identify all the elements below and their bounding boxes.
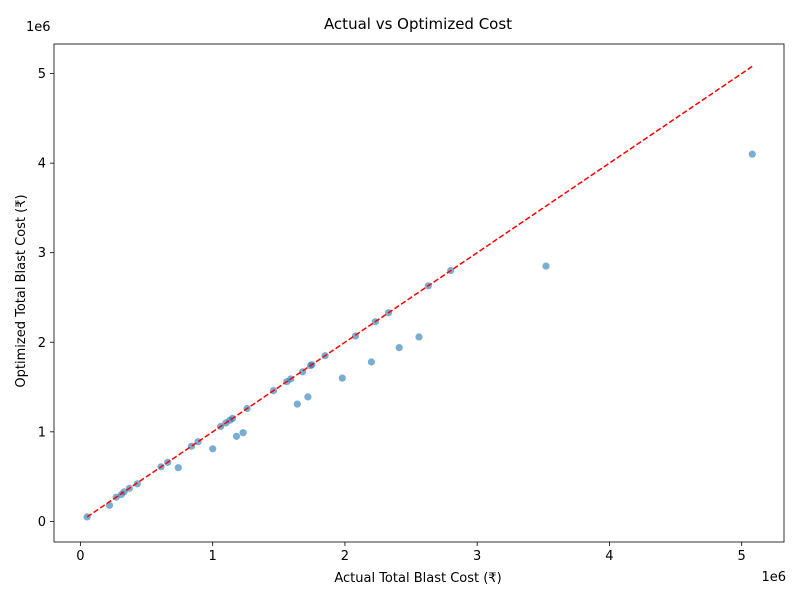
x-axis: 0 1 2 3 4 5 xyxy=(76,542,746,564)
y-axis-label: Optimized Total Blast Cost (₹) xyxy=(14,194,29,387)
y-tick-label-2: 2 xyxy=(38,336,46,351)
scatter-point-12 xyxy=(209,445,217,453)
x-axis-label: Actual Total Blast Cost (₹) xyxy=(334,571,501,586)
y-tick-label-1: 1 xyxy=(38,425,46,440)
plot-area xyxy=(53,43,785,543)
scatter-point-23 xyxy=(293,400,301,408)
reference-line xyxy=(86,65,753,518)
scatter-point-35 xyxy=(415,333,423,341)
x-tick-label-1: 1 xyxy=(209,549,217,564)
scatter-point-25 xyxy=(304,393,312,401)
y-tick-label-3: 3 xyxy=(38,246,46,261)
chart-title: Actual vs Optimized Cost xyxy=(324,15,512,33)
x-tick-label-0: 0 xyxy=(76,549,84,564)
scatter-point-9 xyxy=(174,464,182,472)
x-tick-label-2: 2 xyxy=(341,549,349,564)
scatter-point-18 xyxy=(239,429,247,437)
scatter-point-17 xyxy=(232,432,241,440)
y-tick-label-5: 5 xyxy=(38,67,46,82)
y-offset-label: 1e6 xyxy=(26,20,51,35)
y-axis: 0 1 2 3 4 5 xyxy=(38,67,54,530)
plot-frame xyxy=(53,43,785,543)
y-tick-label-0: 0 xyxy=(38,515,46,530)
x-offset-label: 1e6 xyxy=(761,570,786,585)
x-tick-label-3: 3 xyxy=(473,549,481,564)
x-tick-label-4: 4 xyxy=(605,549,613,564)
x-tick-label-5: 5 xyxy=(738,549,746,564)
scatter-point-31 xyxy=(367,358,375,366)
points-layer xyxy=(83,150,756,521)
scatter-point-39 xyxy=(748,150,756,158)
scatter-point-29 xyxy=(338,374,346,382)
y-tick-label-4: 4 xyxy=(38,157,46,172)
scatter-point-34 xyxy=(395,344,403,352)
scatter-point-38 xyxy=(542,262,550,270)
